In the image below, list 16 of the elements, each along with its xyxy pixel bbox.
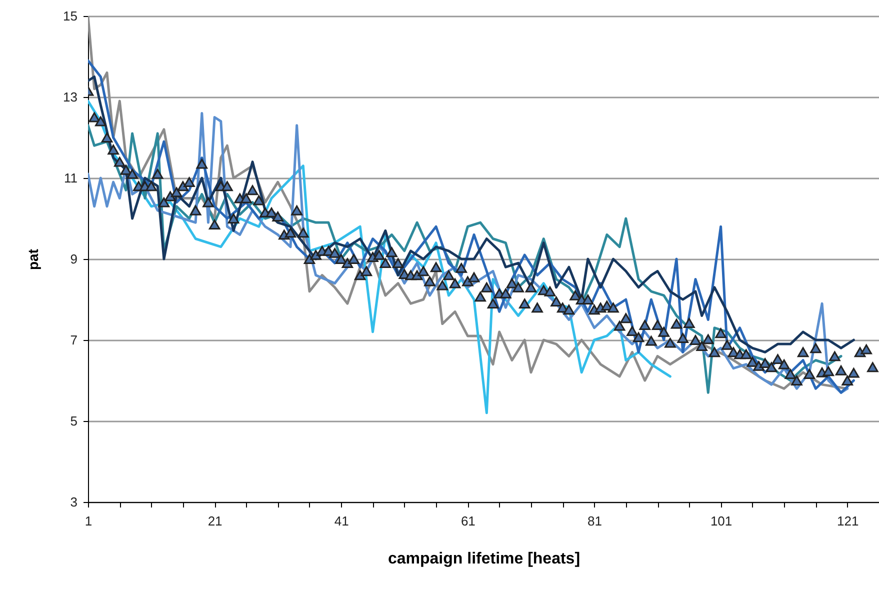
y-tick-label: 13 <box>63 90 78 104</box>
y-tick-label: 7 <box>70 332 78 348</box>
y-tick-label: 5 <box>70 414 78 428</box>
x-tick-label: 121 <box>837 514 859 528</box>
y-tick-label: 15 <box>63 8 78 24</box>
x-tick-label: 81 <box>588 514 602 528</box>
x-tick-label: 41 <box>334 514 349 528</box>
x-tick-label: 21 <box>208 514 222 528</box>
y-tick-label: 11 <box>64 170 78 186</box>
x-axis-title: campaign lifetime [heats] <box>388 550 580 568</box>
x-tick-label: 101 <box>710 514 732 528</box>
x-tick-label: 1 <box>84 514 92 528</box>
y-axis-title: pat <box>25 248 42 270</box>
y-tick-label: 9 <box>70 252 78 266</box>
y-tick-label: 3 <box>70 494 78 510</box>
x-tick-label: 61 <box>460 514 476 528</box>
